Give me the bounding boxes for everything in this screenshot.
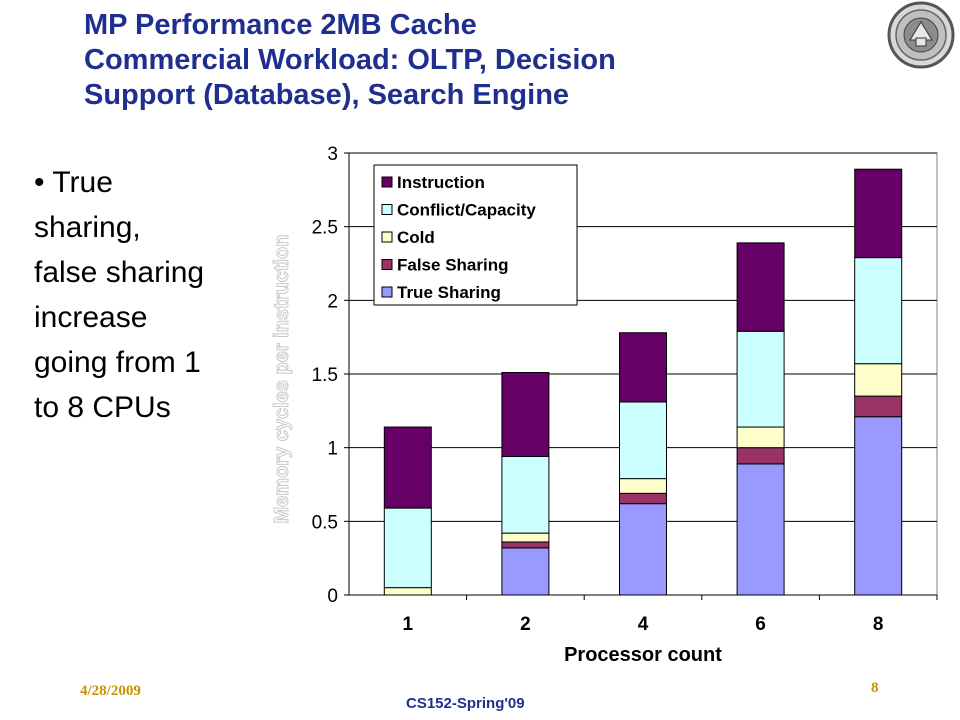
bar-segment	[854, 395, 903, 418]
footer-date: 4/28/2009	[80, 683, 141, 699]
y-tick-label: 1.5	[312, 365, 338, 386]
legend-swatch	[381, 286, 393, 298]
bar-segment	[383, 507, 432, 589]
bar-segment	[501, 541, 550, 549]
y-tick-label: 1	[327, 439, 338, 460]
legend-label: False Sharing	[397, 256, 508, 275]
bullet-line: increase	[34, 301, 148, 334]
legend-swatch	[381, 231, 393, 243]
bullet-line: going from 1	[34, 346, 201, 379]
legend-label: Instruction	[397, 173, 485, 192]
legend-swatch	[381, 259, 393, 270]
bar-segment	[854, 363, 903, 397]
title-line: MP Performance 2MB Cache	[84, 9, 477, 41]
x-tick-label: 2	[520, 614, 531, 635]
legend-label: Conflict/Capacity	[397, 201, 536, 220]
bar-segment	[619, 503, 667, 596]
title-line: Commercial Workload: OLTP, Decision	[84, 44, 616, 76]
bar-segment	[501, 372, 550, 458]
bullet-line: sharing,	[34, 211, 141, 244]
legend-swatch	[381, 204, 393, 215]
bar-segment	[619, 401, 667, 480]
bullet-line: false sharing	[34, 256, 205, 289]
bar-segment	[383, 426, 432, 509]
x-axis-label: Processor count	[564, 644, 722, 666]
bullet-line: to 8 CPUs	[34, 391, 171, 424]
x-tick-label: 8	[873, 614, 884, 635]
title-line: Support (Database), Search Engine	[84, 79, 570, 111]
legend-swatch	[381, 176, 393, 188]
course-label: CS152-Spring'09	[406, 695, 525, 712]
x-tick-label: 6	[755, 614, 766, 635]
x-tick-label: 4	[638, 614, 649, 635]
y-tick-label: 3	[327, 144, 338, 165]
legend-label: Cold	[397, 228, 435, 247]
bar-segment	[619, 332, 667, 403]
bar-segment	[854, 416, 903, 596]
bar-segment	[736, 426, 785, 449]
bar-segment	[736, 330, 785, 428]
bar-segment	[383, 587, 432, 596]
legend-label: True Sharing	[397, 283, 501, 302]
y-tick-label: 0	[327, 586, 338, 607]
bar-segment	[736, 447, 785, 465]
bar-segment	[501, 456, 550, 534]
legend-box	[373, 164, 578, 306]
y-tick-label: 0.5	[312, 512, 338, 533]
y-tick-label: 2.5	[312, 218, 338, 239]
bar-segment	[501, 547, 550, 596]
y-axis-label: Memory cycles per instruction	[271, 235, 293, 524]
bar-segment	[619, 478, 667, 494]
page-number: 8	[871, 680, 879, 696]
bullet-marker: •	[34, 166, 45, 199]
bar-segment	[736, 242, 785, 332]
university-seal-icon	[887, 1, 955, 69]
bar-segment	[854, 168, 903, 259]
bar-segment	[501, 532, 550, 543]
bar-segment	[854, 257, 903, 365]
slide-title: MP Performance 2MB Cache Commercial Work…	[84, 8, 884, 113]
x-tick-label: 1	[403, 614, 414, 635]
bar-segment	[619, 492, 667, 505]
bullet-text: • True sharing, false sharing increase g…	[34, 160, 254, 430]
y-tick-label: 2	[327, 291, 338, 312]
bullet-line: True	[52, 166, 113, 199]
bar-segment	[736, 463, 785, 596]
